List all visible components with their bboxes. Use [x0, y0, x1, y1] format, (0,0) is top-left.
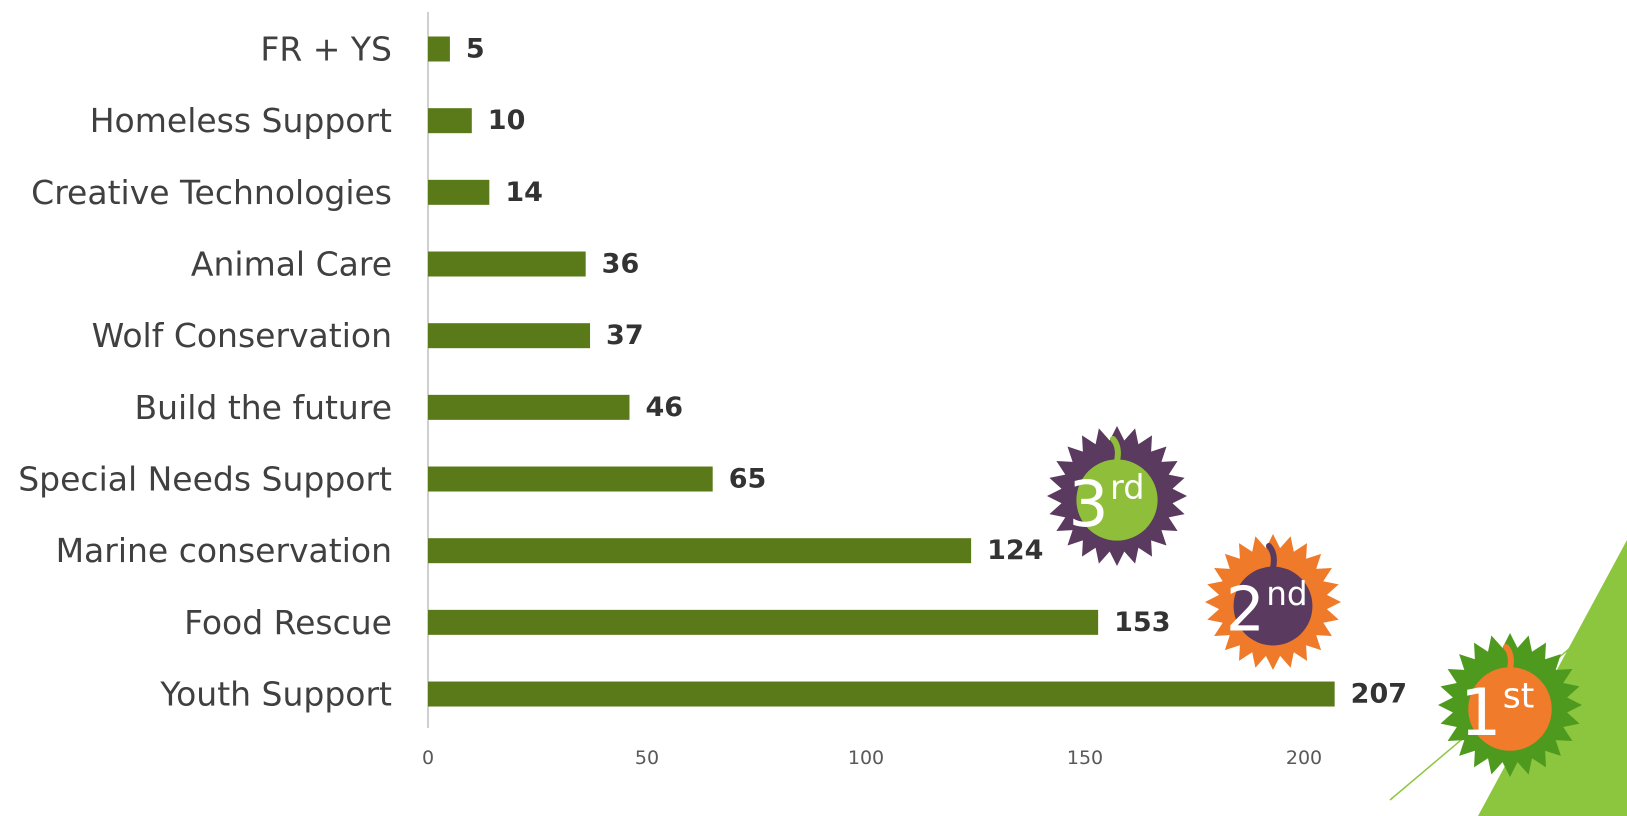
bar-youth-support	[428, 681, 1335, 707]
badge-rank-suffix: st	[1503, 676, 1535, 716]
category-label-animal-care: Animal Care	[191, 245, 392, 284]
category-label-wolf-conservation: Wolf Conservation	[92, 316, 392, 355]
x-tick-label-200: 200	[1286, 747, 1322, 769]
category-labels: FR + YS Homeless Support Creative Technolo…	[18, 30, 392, 714]
value-label-build-the-future: 46	[645, 392, 683, 423]
ranking-badges: 3 rd2 nd1 st	[1047, 426, 1582, 777]
badge-fruit-body	[1076, 459, 1158, 541]
badge-rank-number: 2	[1226, 575, 1265, 646]
category-label-special-needs-support: Special Needs Support	[18, 460, 392, 499]
x-tick-label-50: 50	[635, 747, 659, 769]
bar-fr-ys	[428, 36, 450, 62]
bar-marine-conservation	[428, 538, 972, 564]
category-label-marine-conservation: Marine conservation	[56, 531, 392, 570]
x-tick-label-100: 100	[848, 747, 884, 769]
value-label-animal-care: 36	[602, 249, 640, 280]
category-label-build-the-future: Build the future	[134, 388, 392, 427]
x-tick-label-0: 0	[422, 747, 434, 769]
bars-group	[428, 36, 1335, 707]
badge-rank-suffix: nd	[1266, 575, 1307, 613]
bar-food-rescue	[428, 609, 1099, 635]
value-label-creative-technologies: 14	[505, 177, 543, 208]
category-label-food-rescue: Food Rescue	[184, 603, 392, 642]
bar-animal-care	[428, 251, 586, 277]
bar-special-needs-support	[428, 466, 713, 492]
value-label-marine-conservation: 124	[987, 535, 1043, 566]
badge-rank-number: 1	[1460, 676, 1501, 751]
category-label-homeless-support: Homeless Support	[90, 101, 392, 140]
bar-creative-technologies	[428, 179, 490, 205]
value-label-wolf-conservation: 37	[606, 320, 644, 351]
bar-wolf-conservation	[428, 323, 591, 349]
value-label-food-rescue: 153	[1114, 607, 1170, 638]
badge-rank-suffix: rd	[1110, 468, 1145, 507]
badge-stem	[1503, 644, 1514, 672]
bar-build-the-future	[428, 394, 630, 420]
category-label-creative-technologies: Creative Technologies	[31, 173, 392, 212]
value-label-fr-ys: 5	[466, 34, 485, 65]
x-axis-ticks: 0 50 100 150 200	[422, 747, 1322, 769]
bar-homeless-support	[428, 108, 472, 134]
category-label-youth-support: Youth Support	[159, 675, 392, 714]
badge-fruit-body	[1468, 667, 1552, 751]
value-labels: 5 10 14 36 37 46 65 124 153 207	[466, 34, 1407, 710]
badge-rank-number: 3	[1069, 468, 1109, 541]
value-label-homeless-support: 10	[488, 105, 526, 136]
badge-stem	[1110, 436, 1121, 464]
x-tick-label-150: 150	[1067, 747, 1103, 769]
value-label-special-needs-support: 65	[729, 464, 767, 495]
value-label-youth-support: 207	[1351, 679, 1407, 710]
category-label-fr-ys: FR + YS	[260, 30, 392, 69]
badge-fruit-body	[1233, 566, 1313, 646]
badge-stem	[1266, 543, 1277, 571]
